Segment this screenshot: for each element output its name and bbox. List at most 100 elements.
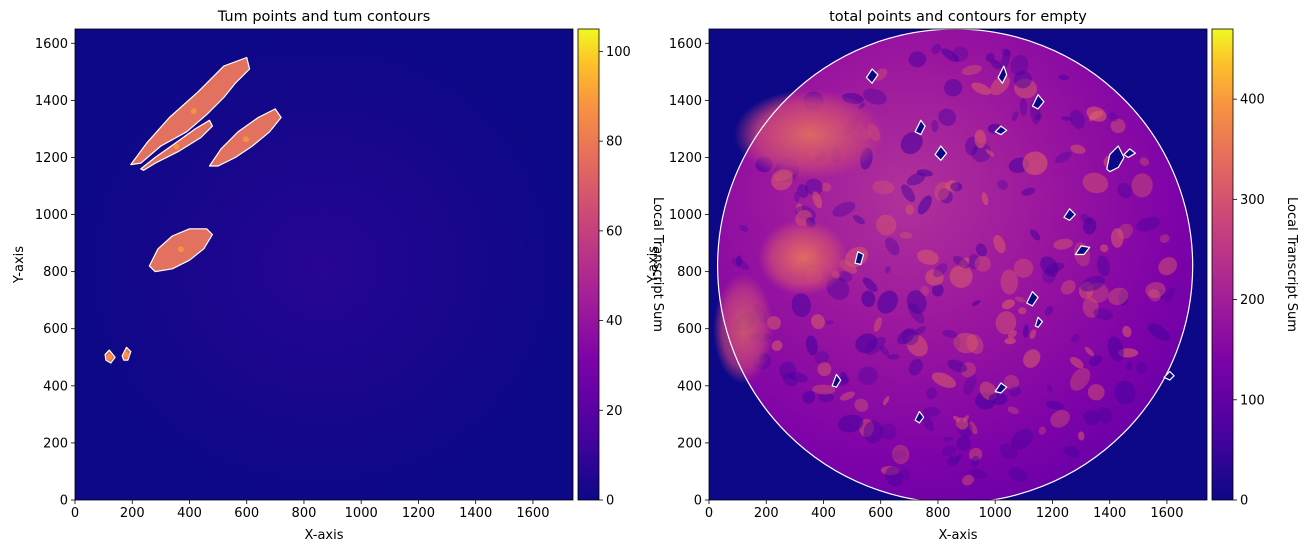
x-tick-label: 200 bbox=[754, 506, 779, 521]
texture-spot bbox=[1088, 110, 1099, 122]
texture-spot bbox=[1083, 409, 1100, 426]
contour-region-17 bbox=[1163, 370, 1175, 381]
hot-zone bbox=[713, 273, 774, 384]
texture-spot bbox=[1063, 446, 1080, 458]
texture-spot bbox=[795, 203, 803, 214]
x-tick-label: 600 bbox=[868, 506, 893, 521]
y-tick-label: 1000 bbox=[669, 208, 702, 223]
texture-spot bbox=[1038, 426, 1047, 435]
contour-region-highlight bbox=[177, 246, 184, 253]
texture-spot bbox=[985, 149, 995, 157]
texture-spot bbox=[1108, 112, 1119, 122]
texture-spot bbox=[971, 142, 992, 163]
contour-region-highlight bbox=[242, 136, 249, 143]
tissue-contour bbox=[717, 29, 1194, 500]
texture-spot bbox=[917, 195, 932, 215]
texture-spot bbox=[917, 249, 939, 265]
axes-frame bbox=[74, 28, 574, 501]
texture-spot bbox=[947, 359, 968, 373]
colorbar-tick-label: 0 bbox=[1240, 494, 1248, 509]
texture-spot bbox=[901, 467, 910, 482]
texture-spot bbox=[981, 192, 989, 206]
faint-halo bbox=[76, 33, 567, 498]
texture-spot bbox=[1069, 110, 1085, 129]
texture-spot bbox=[906, 172, 926, 186]
texture-spot bbox=[863, 420, 884, 444]
colorbar-label: Local Transcript Sum bbox=[1284, 197, 1299, 332]
x-tick-label: 1200 bbox=[1036, 506, 1069, 521]
texture-spot bbox=[1034, 112, 1042, 121]
texture-spot bbox=[1023, 349, 1041, 368]
contour-region-highlight bbox=[190, 108, 197, 115]
contour-region-4 bbox=[914, 119, 926, 136]
texture-spot bbox=[962, 474, 974, 486]
contour-region-5 bbox=[994, 125, 1008, 136]
texture-spot bbox=[963, 415, 969, 423]
chart-panel-2: 0 200 400 600 800 1000 1200 1400 160002004006008… bbox=[646, 9, 1299, 543]
texture-spot bbox=[811, 314, 825, 330]
texture-spot bbox=[931, 120, 939, 133]
x-tick-label: 0 bbox=[71, 506, 79, 521]
texture-spot bbox=[1122, 325, 1132, 338]
texture-spot bbox=[1070, 333, 1080, 343]
texture-spot bbox=[970, 455, 980, 467]
x-tick-label: 1000 bbox=[345, 506, 378, 521]
texture-spot bbox=[922, 414, 934, 432]
texture-spot bbox=[1007, 406, 1020, 415]
y-tick-label: 800 bbox=[43, 265, 68, 280]
texture-spot bbox=[1111, 228, 1124, 248]
texture-spot bbox=[1082, 217, 1097, 235]
texture-spot bbox=[1014, 78, 1038, 99]
texture-spot bbox=[771, 340, 783, 352]
texture-spot bbox=[1135, 361, 1148, 374]
y-tick-label: 0 bbox=[694, 494, 702, 509]
y-tick-label: 600 bbox=[677, 322, 702, 337]
texture-spot bbox=[892, 444, 910, 465]
x-axis-label: X-axis bbox=[305, 528, 344, 543]
texture-spot bbox=[1114, 380, 1136, 405]
texture-spot bbox=[1108, 287, 1129, 306]
colorbar: 0 100 200 300 400 Local Transcript Sum bbox=[1211, 28, 1299, 509]
texture-spot bbox=[958, 257, 970, 269]
texture-spot bbox=[1000, 269, 1018, 295]
texture-spot bbox=[968, 254, 980, 270]
texture-spot bbox=[1060, 280, 1076, 295]
texture-spot bbox=[879, 345, 890, 356]
colorbar-tick-label: 20 bbox=[606, 404, 623, 419]
texture-spot bbox=[1159, 234, 1170, 243]
texture-spot bbox=[944, 78, 963, 97]
texture-spot bbox=[862, 277, 878, 292]
texture-spot bbox=[955, 453, 963, 462]
x-tick-label: 800 bbox=[292, 506, 317, 521]
texture-spot bbox=[941, 48, 959, 63]
texture-spot bbox=[901, 184, 916, 203]
y-tick-label: 400 bbox=[43, 379, 68, 394]
texture-spot bbox=[1087, 383, 1105, 401]
contour-region-16 bbox=[914, 410, 925, 424]
texture-spot bbox=[1019, 98, 1028, 117]
x-tick-label: 1400 bbox=[459, 506, 492, 521]
texture-spot bbox=[916, 169, 933, 177]
texture-spot bbox=[791, 293, 812, 318]
texture-spot bbox=[1018, 307, 1027, 315]
texture-spot bbox=[1040, 256, 1059, 277]
contour-region-3 bbox=[1031, 94, 1045, 110]
texture-spot bbox=[1022, 151, 1048, 176]
texture-spot bbox=[1131, 173, 1153, 198]
y-tick-label: 1400 bbox=[35, 94, 68, 109]
x-tick-label: 800 bbox=[926, 506, 951, 521]
contour-region-2 bbox=[997, 65, 1008, 84]
texture-spot bbox=[779, 361, 797, 380]
texture-spot bbox=[990, 59, 1003, 70]
texture-spot bbox=[1011, 111, 1019, 122]
texture-spot bbox=[1093, 308, 1114, 320]
texture-spot bbox=[1010, 54, 1029, 76]
colorbar-tick-label: 80 bbox=[606, 135, 623, 150]
colorbar-tick-label: 60 bbox=[606, 224, 623, 239]
axes-frame bbox=[708, 28, 1208, 501]
texture-spot bbox=[817, 362, 832, 377]
texture-spot bbox=[820, 182, 832, 192]
texture-spot bbox=[1054, 151, 1072, 164]
texture-spot bbox=[885, 237, 900, 256]
texture-spot bbox=[825, 320, 834, 325]
